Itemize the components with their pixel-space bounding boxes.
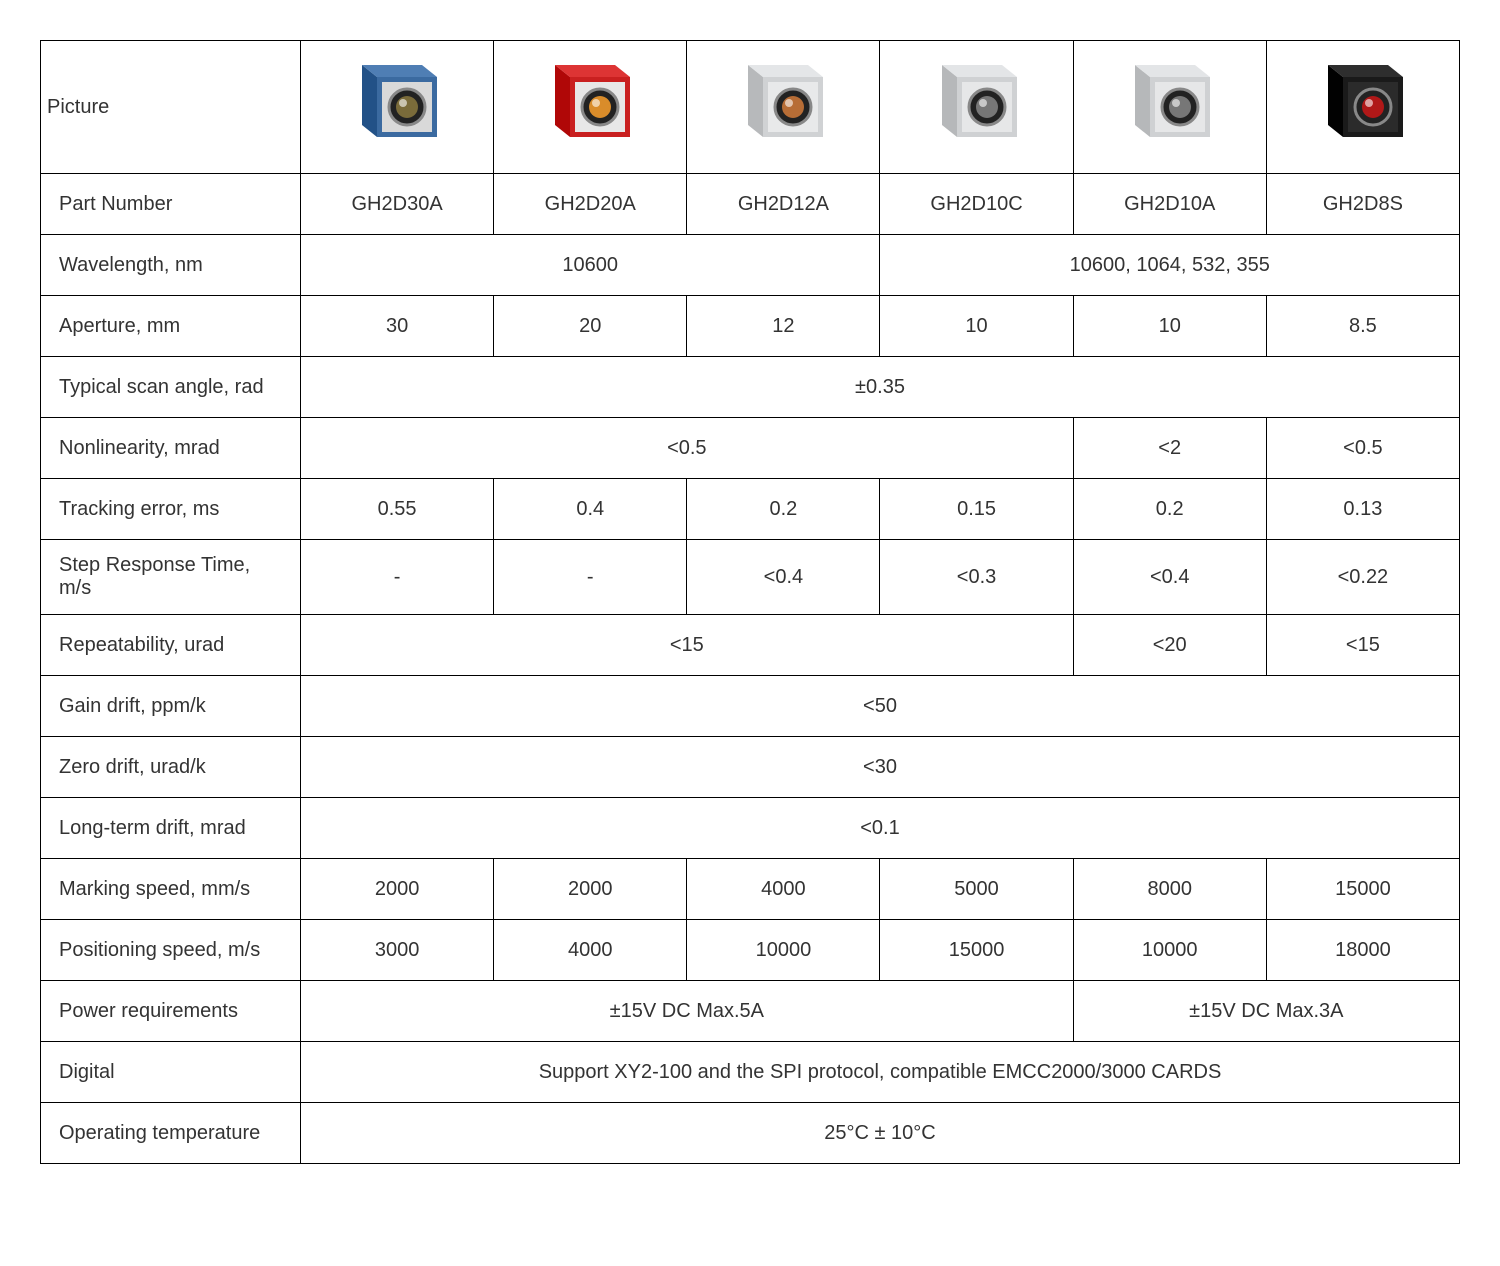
picture-cell-4 — [1073, 41, 1266, 174]
product-image-4 — [1080, 52, 1260, 162]
trackingerror-2: 0.2 — [687, 479, 880, 540]
partnumber-1: GH2D20A — [494, 174, 687, 235]
markingspeed-5: 15000 — [1266, 859, 1459, 920]
stepresponse-0: - — [301, 540, 494, 615]
markingspeed-2: 4000 — [687, 859, 880, 920]
positioningspeed-1: 4000 — [494, 920, 687, 981]
stepresponse-3: <0.3 — [880, 540, 1073, 615]
product-image-3 — [886, 52, 1066, 162]
nonlinearity-5: <2 — [1073, 418, 1266, 479]
partnumber-4: GH2D10A — [1073, 174, 1266, 235]
row-markingspeed: Marking speed, mm/s 2000 2000 4000 5000 … — [41, 859, 1460, 920]
label-markingspeed: Marking speed, mm/s — [41, 859, 301, 920]
trackingerror-0: 0.55 — [301, 479, 494, 540]
trackingerror-5: 0.13 — [1266, 479, 1459, 540]
label-scanangle: Typical scan angle, rad — [41, 357, 301, 418]
markingspeed-1: 2000 — [494, 859, 687, 920]
positioningspeed-5: 18000 — [1266, 920, 1459, 981]
markingspeed-3: 5000 — [880, 859, 1073, 920]
row-positioningspeed: Positioning speed, m/s 3000 4000 10000 1… — [41, 920, 1460, 981]
positioningspeed-0: 3000 — [301, 920, 494, 981]
powerreq-group2: ±15V DC Max.3A — [1073, 981, 1459, 1042]
positioningspeed-4: 10000 — [1073, 920, 1266, 981]
stepresponse-4: <0.4 — [1073, 540, 1266, 615]
row-wavelength: Wavelength, nm 10600 10600, 1064, 532, 3… — [41, 235, 1460, 296]
row-digital: Digital Support XY2-100 and the SPI prot… — [41, 1042, 1460, 1103]
picture-cell-0 — [301, 41, 494, 174]
repeatability-6: <15 — [1266, 615, 1459, 676]
row-trackingerror: Tracking error, ms 0.55 0.4 0.2 0.15 0.2… — [41, 479, 1460, 540]
product-image-0 — [307, 52, 487, 162]
row-partnumber: Part Number GH2D30A GH2D20A GH2D12A GH2D… — [41, 174, 1460, 235]
label-positioningspeed: Positioning speed, m/s — [41, 920, 301, 981]
stepresponse-2: <0.4 — [687, 540, 880, 615]
label-nonlinearity: Nonlinearity, mrad — [41, 418, 301, 479]
label-trackingerror: Tracking error, ms — [41, 479, 301, 540]
product-image-1 — [500, 52, 680, 162]
product-image-5 — [1273, 52, 1453, 162]
label-powerreq: Power requirements — [41, 981, 301, 1042]
aperture-3: 10 — [880, 296, 1073, 357]
row-gaindrift: Gain drift, ppm/k <50 — [41, 676, 1460, 737]
row-picture: Picture — [41, 41, 1460, 174]
optemp-value: 25°C ± 10°C — [301, 1103, 1460, 1164]
row-nonlinearity: Nonlinearity, mrad <0.5 <2 <0.5 — [41, 418, 1460, 479]
positioningspeed-3: 15000 — [880, 920, 1073, 981]
row-scanangle: Typical scan angle, rad ±0.35 — [41, 357, 1460, 418]
label-picture: Picture — [41, 41, 301, 174]
label-gaindrift: Gain drift, ppm/k — [41, 676, 301, 737]
label-wavelength: Wavelength, nm — [41, 235, 301, 296]
markingspeed-4: 8000 — [1073, 859, 1266, 920]
label-zerodrift: Zero drift, urad/k — [41, 737, 301, 798]
scanangle-value: ±0.35 — [301, 357, 1460, 418]
positioningspeed-2: 10000 — [687, 920, 880, 981]
longtermdrift-value: <0.1 — [301, 798, 1460, 859]
spec-table: Picture Part Number GH2D30A GH2D20A GH2D… — [40, 40, 1460, 1164]
aperture-5: 8.5 — [1266, 296, 1459, 357]
label-stepresponse: Step Response Time, m/s — [41, 540, 301, 615]
nonlinearity-group1: <0.5 — [301, 418, 1074, 479]
zerodrift-value: <30 — [301, 737, 1460, 798]
wavelength-group2: 10600, 1064, 532, 355 — [880, 235, 1460, 296]
row-powerreq: Power requirements ±15V DC Max.5A ±15V D… — [41, 981, 1460, 1042]
gaindrift-value: <50 — [301, 676, 1460, 737]
label-repeatability: Repeatability, urad — [41, 615, 301, 676]
row-zerodrift: Zero drift, urad/k <30 — [41, 737, 1460, 798]
row-aperture: Aperture, mm 30 20 12 10 10 8.5 — [41, 296, 1460, 357]
repeatability-group1: <15 — [301, 615, 1074, 676]
markingspeed-0: 2000 — [301, 859, 494, 920]
digital-value: Support XY2-100 and the SPI protocol, co… — [301, 1042, 1460, 1103]
picture-cell-5 — [1266, 41, 1459, 174]
stepresponse-5: <0.22 — [1266, 540, 1459, 615]
partnumber-2: GH2D12A — [687, 174, 880, 235]
label-partnumber: Part Number — [41, 174, 301, 235]
product-image-2 — [693, 52, 873, 162]
aperture-2: 12 — [687, 296, 880, 357]
partnumber-0: GH2D30A — [301, 174, 494, 235]
aperture-1: 20 — [494, 296, 687, 357]
powerreq-group1: ±15V DC Max.5A — [301, 981, 1074, 1042]
picture-cell-1 — [494, 41, 687, 174]
row-longtermdrift: Long-term drift, mrad <0.1 — [41, 798, 1460, 859]
aperture-0: 30 — [301, 296, 494, 357]
label-optemp: Operating temperature — [41, 1103, 301, 1164]
partnumber-3: GH2D10C — [880, 174, 1073, 235]
label-aperture: Aperture, mm — [41, 296, 301, 357]
wavelength-group1: 10600 — [301, 235, 880, 296]
partnumber-5: GH2D8S — [1266, 174, 1459, 235]
picture-cell-3 — [880, 41, 1073, 174]
nonlinearity-6: <0.5 — [1266, 418, 1459, 479]
row-stepresponse: Step Response Time, m/s - - <0.4 <0.3 <0… — [41, 540, 1460, 615]
trackingerror-3: 0.15 — [880, 479, 1073, 540]
aperture-4: 10 — [1073, 296, 1266, 357]
stepresponse-1: - — [494, 540, 687, 615]
trackingerror-4: 0.2 — [1073, 479, 1266, 540]
row-optemp: Operating temperature 25°C ± 10°C — [41, 1103, 1460, 1164]
label-digital: Digital — [41, 1042, 301, 1103]
picture-cell-2 — [687, 41, 880, 174]
repeatability-5: <20 — [1073, 615, 1266, 676]
row-repeatability: Repeatability, urad <15 <20 <15 — [41, 615, 1460, 676]
label-longtermdrift: Long-term drift, mrad — [41, 798, 301, 859]
trackingerror-1: 0.4 — [494, 479, 687, 540]
